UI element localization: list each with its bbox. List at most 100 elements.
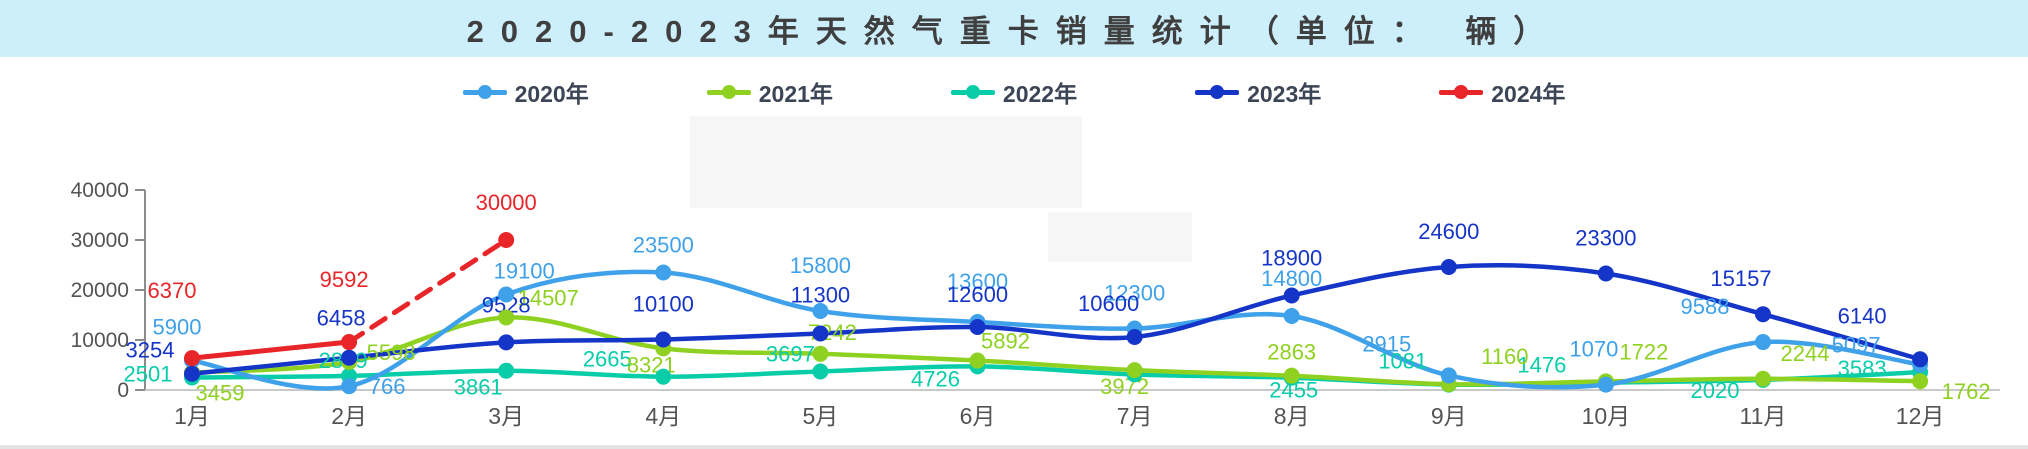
series-line-2024年 <box>346 237 509 345</box>
data-point-2023年-9月 <box>1440 259 1457 275</box>
data-label-2020年-10月: 1070 <box>1569 337 1618 362</box>
data-label-2023年-1月: 3254 <box>126 338 175 363</box>
data-label-2021年-12月: 1762 <box>1942 379 1991 404</box>
y-tick-label: 20000 <box>71 279 129 302</box>
data-point-2021年-7月 <box>1126 362 1143 379</box>
data-point-2021年-3月 <box>498 309 515 326</box>
y-tick-label: 30000 <box>71 229 129 252</box>
legend-item-2023年[interactable]: 2023年 <box>1195 75 1321 109</box>
data-label-2020年-12月: 5097 <box>1832 333 1881 358</box>
data-point-2024年-1月 <box>184 350 200 367</box>
data-label-2023年-6月: 12600 <box>947 282 1008 307</box>
series-line-2024年 <box>189 339 352 361</box>
data-label-2021年-9月: 1160 <box>1481 344 1528 369</box>
data-point-2020年-5月 <box>812 303 829 319</box>
data-point-2020年-2月 <box>341 378 358 395</box>
data-label-2022年-4月: 2665 <box>583 347 632 372</box>
data-point-2023年-1月 <box>184 365 200 382</box>
data-label-2020年-3月: 19100 <box>494 259 555 284</box>
x-tick-label: 2月 <box>331 403 367 429</box>
y-tick-label: 40000 <box>71 179 129 202</box>
data-point-2023年-7月 <box>1126 329 1143 345</box>
data-label-2020年-5月: 15800 <box>790 253 851 278</box>
data-label-2020年-1月: 5900 <box>153 315 202 340</box>
ghost-patch <box>1048 212 1192 262</box>
data-label-2022年-1月: 2501 <box>124 361 173 386</box>
data-label-2022年-10月: 1476 <box>1517 353 1566 378</box>
data-point-2023年-11月 <box>1755 306 1771 323</box>
data-label-2021年-1月: 3459 <box>196 381 245 406</box>
data-label-2024年-1月: 6370 <box>148 278 197 303</box>
data-point-2020年-10月 <box>1597 376 1614 393</box>
y-tick-label: 10000 <box>71 329 129 352</box>
data-label-2023年-7月: 10600 <box>1078 291 1139 316</box>
data-label-2021年-8月: 2863 <box>1267 340 1316 365</box>
series-line-2020年 <box>189 269 1923 391</box>
data-point-2023年-10月 <box>1597 265 1614 282</box>
data-label-2023年-2月: 6458 <box>317 306 366 331</box>
data-point-2023年-8月 <box>1283 287 1300 304</box>
data-label-2022年-9月: 1081 <box>1378 349 1427 374</box>
x-tick-label: 6月 <box>960 403 996 429</box>
data-point-2023年-12月 <box>1912 351 1929 368</box>
data-point-2022年-4月 <box>655 368 672 385</box>
data-point-2020年-4月 <box>655 264 672 281</box>
data-label-2020年-11月: 9588 <box>1681 294 1730 319</box>
data-label-2022年-12月: 3583 <box>1838 356 1887 381</box>
legend-label: 2021年 <box>758 81 833 107</box>
x-tick-label: 4月 <box>645 403 681 429</box>
data-label-2022年-5月: 3697 <box>766 342 815 367</box>
data-point-2024年-2月 <box>341 334 358 351</box>
x-tick-label: 7月 <box>1117 403 1153 429</box>
data-label-2020年-7月: 12300 <box>1104 281 1165 306</box>
data-point-2020年-3月 <box>498 286 515 303</box>
data-point-2023年-6月 <box>969 319 986 335</box>
x-tick-label: 10月 <box>1582 403 1631 429</box>
title-bar: 2020-2023年天然气重卡销量统计（单位： 辆） <box>0 0 2028 57</box>
y-tick-label: 0 <box>117 379 129 402</box>
data-point-2023年-2月 <box>341 349 358 366</box>
legend-item-2020年[interactable]: 2020年 <box>462 75 589 109</box>
chart-title: 2020-2023年天然气重卡销量统计（单位： 辆） <box>466 14 1562 49</box>
legend-label: 2020年 <box>514 81 589 107</box>
x-tick-label: 3月 <box>488 403 524 429</box>
data-point-2023年-3月 <box>498 334 515 351</box>
data-label-2023年-8月: 18900 <box>1261 246 1322 271</box>
data-point-2020年-11月 <box>1755 334 1771 351</box>
legend-marker-icon <box>1195 84 1240 100</box>
data-label-2021年-6月: 5892 <box>981 329 1030 354</box>
legend-item-2024年[interactable]: 2024年 <box>1439 75 1565 109</box>
data-point-2022年-3月 <box>498 362 515 379</box>
legend-item-2022年[interactable]: 2022年 <box>950 75 1077 109</box>
data-label-2023年-9月: 24600 <box>1418 219 1479 244</box>
data-label-2022年-6月: 4726 <box>911 366 960 391</box>
legend-marker-icon <box>950 84 995 100</box>
x-tick-label: 11月 <box>1740 403 1787 429</box>
data-label-2020年-6月: 13600 <box>947 269 1008 294</box>
data-label-2020年-9月: 2915 <box>1362 331 1411 356</box>
data-point-2022年-5月 <box>812 363 829 380</box>
data-label-2024年-3月: 30000 <box>476 190 537 215</box>
legend-item-2021年[interactable]: 2021年 <box>706 75 833 109</box>
data-label-2020年-2月: 766 <box>369 374 406 399</box>
legend-label: 2024年 <box>1491 81 1566 107</box>
data-point-2021年-6月 <box>969 352 986 369</box>
legend-marker-icon <box>706 84 751 100</box>
data-label-2021年-2月: 5598 <box>367 340 416 365</box>
x-tick-label: 8月 <box>1274 403 1310 429</box>
data-label-2021年-10月: 1722 <box>1619 339 1668 364</box>
data-point-2021年-11月 <box>1755 370 1771 387</box>
data-point-2021年-5月 <box>812 345 829 362</box>
data-label-2020年-4月: 23500 <box>633 233 694 258</box>
window-bottom-edge <box>0 445 2028 449</box>
legend: 2020年 2021年 2022年 2023年 2024年 <box>0 74 2028 110</box>
data-label-2020年-8月: 14800 <box>1261 266 1322 291</box>
x-tick-label: 5月 <box>803 403 839 429</box>
data-label-2022年-11月: 2020 <box>1691 378 1740 403</box>
data-point-2021年-12月 <box>1912 373 1929 390</box>
data-label-2021年-3月: 14507 <box>518 285 579 310</box>
x-tick-label: 12月 <box>1896 403 1945 429</box>
data-label-2023年-10月: 23300 <box>1575 226 1636 251</box>
